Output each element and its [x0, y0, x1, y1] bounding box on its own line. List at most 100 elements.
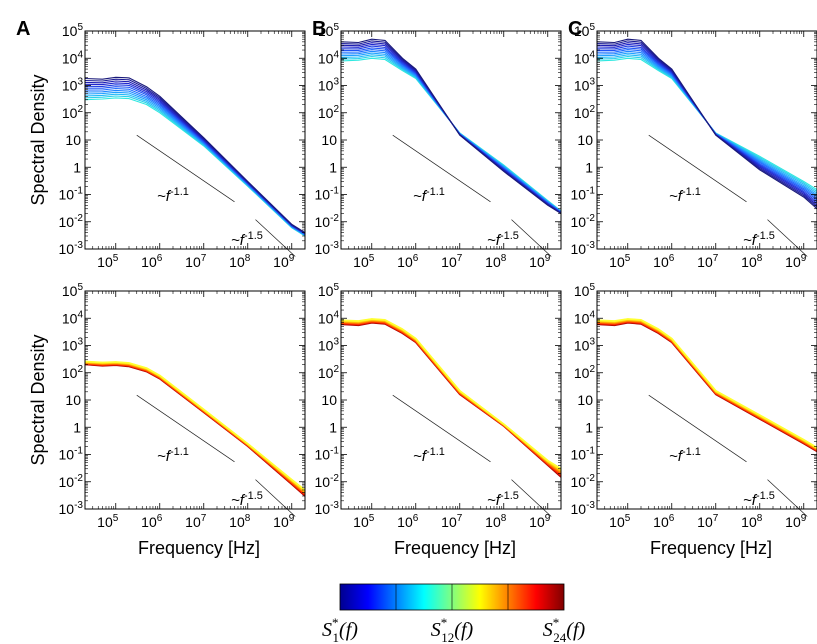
y-tick-label: 1 — [585, 159, 593, 175]
y-tick-label: 10 — [577, 392, 593, 408]
x-tick-label: 105 — [97, 253, 119, 270]
y-tick-label: 10-1 — [59, 186, 84, 203]
series-line-12 — [340, 321, 562, 478]
x-tick-label: 109 — [785, 513, 807, 530]
series-line-1 — [340, 38, 562, 214]
series-line-5 — [84, 84, 306, 235]
y-tick-label: 10 — [577, 132, 593, 148]
series-line-7 — [340, 320, 562, 474]
x-tick-label: 108 — [485, 513, 507, 530]
y-tick-label: 10-2 — [59, 473, 84, 490]
x-tick-label: 105 — [353, 513, 375, 530]
series-line-1 — [84, 360, 306, 491]
y-tick-label: 10 — [321, 392, 337, 408]
y-tick-label: 10-2 — [315, 213, 340, 230]
slope-1-1-line — [392, 394, 491, 463]
y-axis-label: Spectral Density — [28, 334, 48, 465]
y-tick-label: 103 — [62, 337, 84, 354]
slope-annotation-1-1: ~f-1.1 — [413, 186, 445, 205]
y-tick-label: 105 — [62, 282, 84, 299]
series-line-6 — [85, 86, 306, 235]
series-line-11 — [84, 95, 306, 237]
series-line-6 — [84, 362, 306, 494]
series-line-12 — [84, 363, 306, 497]
x-tick-label: 107 — [441, 253, 463, 270]
series-line-5 — [596, 45, 817, 203]
y-tick-label: 104 — [318, 49, 340, 66]
x-tick-label: 109 — [529, 513, 551, 530]
x-tick-label: 106 — [653, 253, 675, 270]
x-tick-label: 109 — [273, 513, 295, 530]
y-tick-label: 105 — [318, 282, 340, 299]
series-line-8 — [84, 89, 306, 236]
slope-annotation-1-5: ~f-1.5 — [743, 230, 775, 249]
y-tick-label: 105 — [574, 22, 596, 39]
y-tick-label: 103 — [318, 77, 340, 94]
y-tick-label: 102 — [574, 104, 596, 121]
panel-label-a: A — [16, 18, 30, 40]
y-tick-label: 105 — [62, 22, 84, 39]
slope-1-5-line — [511, 479, 552, 517]
y-tick-label: 1 — [73, 159, 81, 175]
series-line-6 — [597, 47, 817, 201]
y-tick-label: 102 — [62, 104, 84, 121]
slope-1-5-line — [767, 219, 808, 257]
slope-annotation-1-1: ~f-1.1 — [157, 186, 189, 205]
series-line-9 — [340, 320, 562, 476]
x-axis-label: Frequency [Hz] — [138, 538, 260, 558]
y-tick-label: 10-1 — [571, 186, 596, 203]
slope-annotation-1-5: ~f-1.5 — [743, 490, 775, 509]
x-tick-label: 105 — [353, 253, 375, 270]
series-line-3 — [84, 361, 306, 492]
y-tick-label: 10-1 — [59, 446, 84, 463]
y-tick-label: 10-2 — [315, 473, 340, 490]
series-line-9 — [84, 91, 306, 236]
y-tick-label: 10-3 — [571, 240, 596, 257]
series-line-11 — [596, 55, 817, 192]
slope-1-5-line — [255, 479, 296, 517]
colorbar-label-24: S* 24(f) — [543, 615, 586, 644]
plot-frame — [596, 30, 817, 250]
y-tick-label: 1 — [585, 419, 593, 435]
panel-b-top: ~f-1.1~f-1.510510410310210110-110-210-31… — [312, 18, 562, 270]
x-tick-label: 106 — [141, 513, 163, 530]
y-tick-label: 10-2 — [59, 213, 84, 230]
series-line-1 — [596, 38, 817, 210]
x-tick-label: 106 — [141, 253, 163, 270]
y-tick-label: 10-3 — [315, 500, 340, 517]
x-tick-label: 106 — [653, 513, 675, 530]
y-tick-label: 104 — [574, 309, 596, 326]
x-tick-label: 107 — [185, 513, 207, 530]
y-tick-label: 10-2 — [571, 473, 596, 490]
series-line-8 — [340, 320, 562, 475]
x-tick-label: 109 — [785, 253, 807, 270]
panel-c-top: ~f-1.1~f-1.510510410310210110-110-210-31… — [568, 18, 817, 270]
series-line-10 — [84, 93, 306, 236]
series-line-10 — [84, 363, 306, 496]
series-line-9 — [84, 362, 306, 495]
y-tick-label: 1 — [73, 419, 81, 435]
series-line-11 — [340, 321, 562, 477]
y-tick-label: 10-3 — [315, 240, 340, 257]
panel-label-b: B — [312, 18, 326, 40]
series-line-12 — [84, 97, 306, 237]
plot-frame — [340, 30, 562, 250]
y-tick-label: 102 — [574, 364, 596, 381]
series-line-4 — [84, 82, 306, 234]
x-tick-label: 108 — [741, 513, 763, 530]
y-axis-label: Spectral Density — [28, 74, 48, 205]
slope-1-5-line — [255, 219, 296, 257]
series-line-3 — [84, 80, 306, 234]
panel-a-top: ~f-1.1~f-1.510510410310210110-110-210-31… — [16, 18, 306, 270]
colorbar: S* 1(f) S* 12(f) S* 24(f) — [322, 583, 586, 644]
y-tick-label: 104 — [318, 309, 340, 326]
series-line-10 — [340, 321, 562, 477]
x-tick-label: 107 — [697, 253, 719, 270]
slope-annotation-1-1: ~f-1.1 — [413, 446, 445, 465]
series-line-5 — [340, 45, 562, 214]
y-tick-label: 10-1 — [315, 446, 340, 463]
series-line-11 — [84, 363, 306, 497]
panel-label-c: C — [568, 18, 582, 40]
y-tick-label: 1 — [329, 419, 337, 435]
